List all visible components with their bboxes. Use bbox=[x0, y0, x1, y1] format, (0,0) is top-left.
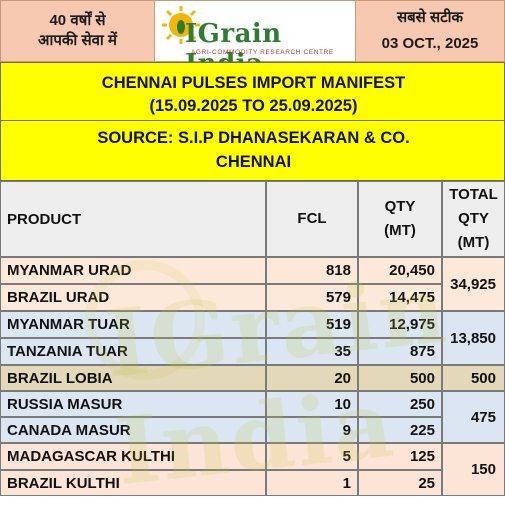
row-product: MADAGASCAR KULTHI bbox=[0, 443, 266, 470]
row-qty: 125 bbox=[358, 443, 442, 470]
row-fcl: 10 bbox=[266, 391, 358, 417]
total-tuar: 13,850 bbox=[442, 311, 505, 365]
row-product: MYANMAR URAD bbox=[0, 257, 266, 284]
header-left-line1: 40 वर्षों से bbox=[49, 12, 106, 29]
row-fcl: 519 bbox=[266, 311, 358, 338]
row-product: MYANMAR TUAR bbox=[0, 311, 266, 338]
header-right-badge: सबसे सटीक 03 OCT., 2025 bbox=[355, 0, 505, 62]
row-fcl: 9 bbox=[266, 417, 358, 443]
report-title: CHENNAI PULSES IMPORT MANIFEST bbox=[101, 74, 406, 92]
header-qty-line1: QTY bbox=[384, 198, 416, 215]
row-qty: 500 bbox=[358, 365, 442, 391]
header-left-line2: आपकी सेवा में bbox=[38, 32, 117, 49]
total-lobia: 500 bbox=[442, 365, 505, 391]
row-product: CANADA MASUR bbox=[0, 417, 266, 443]
import-table: PRODUCT FCL QTY (MT) TOTAL QTY (MT) MYAN… bbox=[0, 181, 505, 496]
row-fcl: 35 bbox=[266, 338, 358, 365]
header-qty-line2: (MT) bbox=[384, 222, 416, 239]
header-left-badge: 40 वर्षों से आपकी सेवा में bbox=[0, 0, 155, 62]
row-fcl: 20 bbox=[266, 365, 358, 391]
brand-logo: IGrain India AGRI-COMMODITY RESEARCH CEN… bbox=[155, 0, 355, 79]
header-right-line1: सबसे सटीक bbox=[396, 9, 464, 26]
row-fcl: 579 bbox=[266, 284, 358, 311]
row-fcl: 818 bbox=[266, 257, 358, 284]
row-product: BRAZIL LOBIA bbox=[0, 365, 266, 391]
row-product: RUSSIA MASUR bbox=[0, 391, 266, 417]
row-qty: 250 bbox=[358, 391, 442, 417]
total-kulthi: 150 bbox=[442, 443, 505, 496]
title-divider bbox=[1, 120, 505, 121]
row-qty: 25 bbox=[358, 470, 442, 496]
title-box: CHENNAI PULSES IMPORT MANIFEST (15.09.20… bbox=[0, 62, 505, 181]
row-qty: 225 bbox=[358, 417, 442, 443]
report-source: SOURCE: S.I.P DHANASEKARAN & CO. bbox=[97, 129, 410, 147]
report-source-city: CHENNAI bbox=[215, 153, 292, 171]
report-period: (15.09.2025 TO 25.09.2025) bbox=[149, 97, 358, 115]
total-masur: 475 bbox=[442, 391, 505, 443]
row-qty: 14,475 bbox=[358, 284, 442, 311]
row-product: TANZANIA TUAR bbox=[0, 338, 266, 365]
row-fcl: 1 bbox=[266, 470, 358, 496]
header-fcl: FCL bbox=[266, 181, 358, 257]
row-product: BRAZIL KULTHI bbox=[0, 470, 266, 496]
header-product: PRODUCT bbox=[0, 181, 266, 257]
header-total-line2: QTY bbox=[458, 210, 489, 227]
row-qty: 20,450 bbox=[358, 257, 442, 284]
row-product: BRAZIL URAD bbox=[0, 284, 266, 311]
row-qty: 12,975 bbox=[358, 311, 442, 338]
row-qty: 875 bbox=[358, 338, 442, 365]
header-qty: QTY (MT) bbox=[358, 181, 442, 257]
row-fcl: 5 bbox=[266, 443, 358, 470]
grain-sun-icon bbox=[162, 6, 200, 44]
total-urad: 34,925 bbox=[442, 257, 505, 311]
header-total-line1: TOTAL bbox=[449, 186, 498, 203]
logo-tagline: AGRI-COMMODITY RESEARCH CENTRE bbox=[191, 49, 334, 56]
report-date: 03 OCT., 2025 bbox=[381, 35, 479, 52]
header-total: TOTAL QTY (MT) bbox=[442, 181, 505, 257]
header-total-line3: (MT) bbox=[457, 234, 490, 251]
